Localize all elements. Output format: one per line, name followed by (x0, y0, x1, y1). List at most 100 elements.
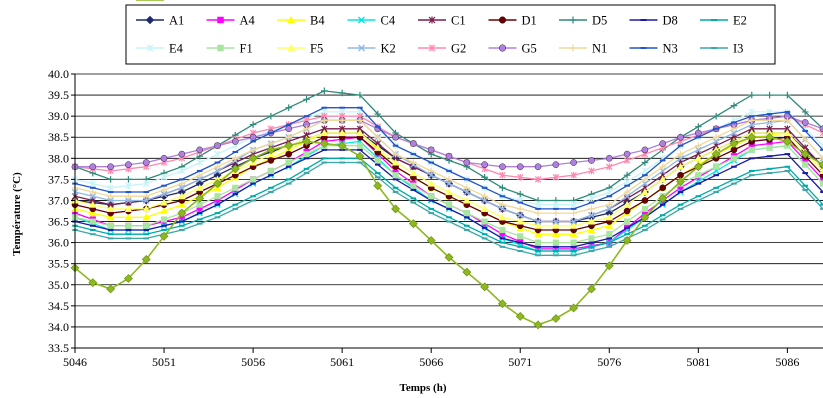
data-point (303, 157, 310, 160)
data-point (551, 314, 561, 323)
data-point (588, 211, 595, 219)
data-point (659, 163, 667, 171)
data-point (146, 44, 154, 52)
data-point (499, 226, 506, 234)
data-point (373, 143, 382, 151)
data-point (802, 161, 809, 168)
x-tick-label: 5071 (508, 355, 532, 369)
data-point (499, 44, 507, 52)
y-tick-label: 39.0 (48, 109, 69, 123)
data-point (231, 138, 239, 145)
data-point (356, 91, 364, 99)
data-point (321, 157, 328, 160)
data-point (392, 133, 399, 141)
data-point (695, 199, 702, 202)
data-point (677, 133, 684, 141)
data-point (623, 192, 631, 200)
data-point (250, 195, 256, 198)
data-point (677, 150, 684, 158)
data-point (748, 117, 756, 124)
data-point (89, 180, 97, 187)
data-point (106, 204, 115, 212)
data-point (516, 163, 524, 171)
x-tick-label: 5061 (330, 355, 354, 369)
data-point (695, 129, 702, 137)
data-point (516, 217, 525, 225)
data-point (499, 241, 506, 244)
data-point (160, 190, 168, 198)
data-point (570, 207, 577, 210)
data-point (196, 218, 203, 221)
data-point (142, 197, 150, 204)
data-point (392, 191, 399, 194)
legend-label: I3 (733, 42, 743, 56)
data-point (125, 182, 132, 190)
data-point (588, 235, 595, 242)
data-point (445, 188, 453, 196)
data-point (214, 150, 221, 158)
data-point (481, 173, 488, 181)
data-point (249, 121, 257, 128)
legend-label: E4 (169, 42, 184, 56)
data-point (588, 157, 595, 164)
data-point (534, 176, 542, 183)
data-point (570, 218, 577, 225)
data-point (428, 207, 434, 210)
legend-entry-B4: B4 (277, 14, 325, 28)
data-point (802, 188, 808, 191)
data-point (285, 125, 293, 133)
data-point (374, 125, 381, 128)
data-point (463, 210, 470, 217)
data-point (642, 228, 648, 231)
data-point (499, 171, 506, 179)
data-point (178, 192, 186, 200)
data-point (695, 136, 702, 139)
legend-entry-I3: I3 (700, 42, 743, 56)
data-point (392, 178, 399, 181)
data-point (606, 231, 613, 238)
data-point (800, 149, 810, 159)
data-point (408, 219, 418, 229)
data-point (659, 140, 667, 147)
data-point (801, 136, 809, 143)
data-point (195, 193, 205, 203)
data-point (499, 245, 506, 248)
legend-entry-D5: D5 (559, 14, 607, 28)
data-point (711, 19, 717, 21)
legend-label: D1 (522, 14, 537, 28)
data-point (801, 108, 809, 116)
data-point (534, 218, 542, 225)
data-point (303, 115, 310, 118)
data-point (90, 224, 96, 227)
data-point (694, 154, 703, 162)
data-point (178, 167, 186, 175)
data-point (338, 129, 346, 137)
data-point (303, 151, 310, 158)
data-point (819, 180, 823, 187)
data-point (446, 207, 452, 210)
data-point (784, 165, 791, 168)
data-point (606, 245, 613, 248)
data-point (498, 299, 507, 309)
data-point (428, 44, 436, 52)
data-point (517, 241, 524, 244)
data-point (695, 182, 702, 185)
data-point (712, 112, 720, 120)
data-point (570, 171, 577, 179)
data-point (516, 205, 524, 213)
data-point (517, 201, 524, 204)
data-point (713, 127, 719, 130)
y-tick-label: 34.5 (48, 299, 69, 313)
data-point (339, 106, 345, 109)
data-point (89, 188, 97, 196)
data-point (356, 142, 364, 149)
data-point (356, 129, 364, 137)
data-point (463, 188, 471, 196)
data-point (623, 188, 631, 196)
data-point (356, 117, 364, 124)
data-point (267, 157, 275, 164)
data-point (748, 174, 755, 177)
data-point (713, 163, 720, 170)
data-point (196, 146, 203, 154)
data-point (286, 43, 296, 52)
